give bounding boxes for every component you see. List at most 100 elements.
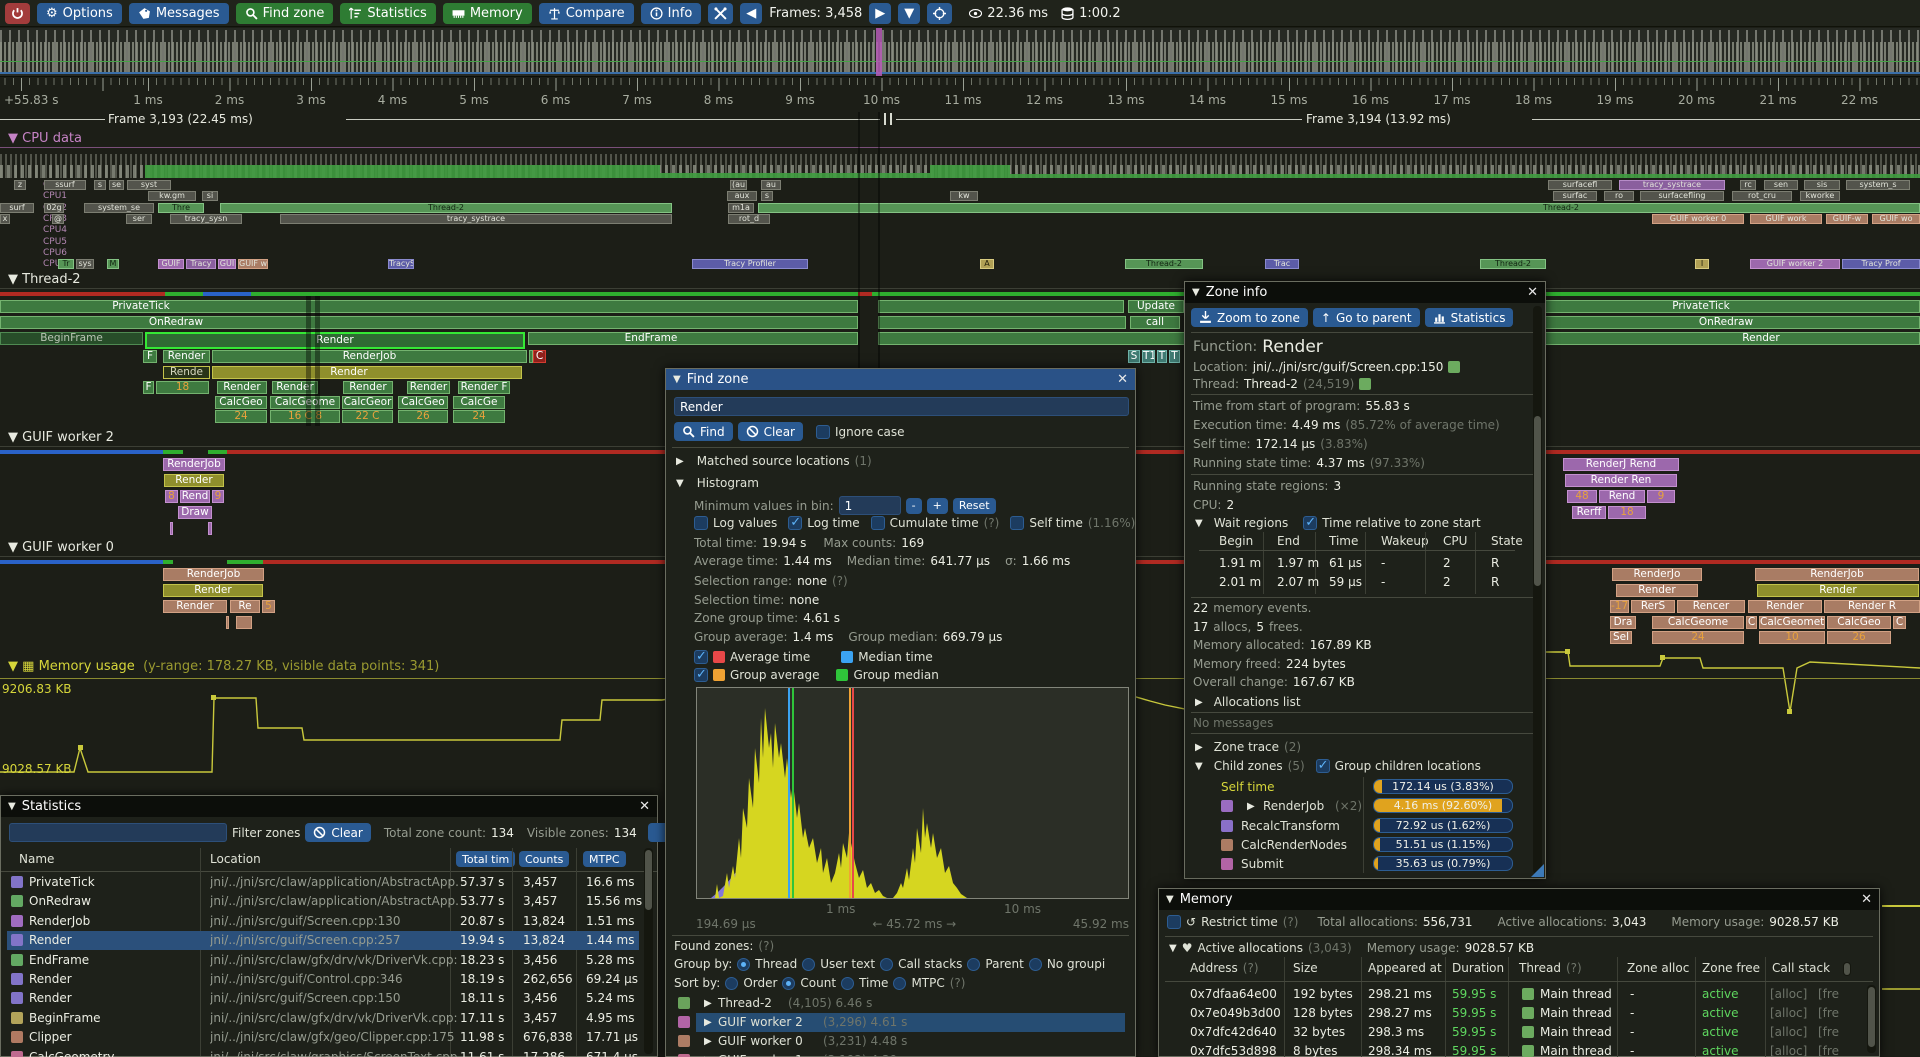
cpu-zone[interactable]: surf — [0, 202, 34, 213]
info-button[interactable]: Info — [640, 2, 702, 24]
find-zone-histogram[interactable] — [696, 687, 1129, 899]
sort-by-radio-count[interactable] — [782, 976, 796, 990]
zone[interactable]: Render F — [458, 381, 510, 394]
compare-button[interactable]: Compare — [538, 2, 634, 24]
statistics-row[interactable]: OnRedraw jni/../jni/src/claw/application/… — [1, 892, 657, 911]
found-zone-group[interactable]: ▶ Thread-2 (4,105) 6.46 s — [666, 994, 1135, 1013]
expand-icon[interactable]: ▶ — [704, 1036, 712, 1047]
zone[interactable]: 18 — [1608, 506, 1646, 519]
cpu-zone[interactable]: surfacefl — [1548, 180, 1612, 190]
zone[interactable]: 9 — [212, 490, 224, 503]
wait-col-cpu[interactable]: CPU — [1443, 534, 1468, 548]
cpu-zone[interactable]: surfacefling — [1640, 191, 1724, 202]
zone[interactable]: 48 — [1567, 490, 1597, 503]
collapse-icon[interactable]: ▼ — [1192, 287, 1200, 298]
cpu-zone[interactable]: ser — [126, 213, 152, 224]
zone[interactable]: OnRedraw — [0, 316, 858, 329]
zone[interactable]: Render — [163, 350, 210, 363]
thread-header-thread-2[interactable]: ▼ Thread-2 — [8, 272, 81, 287]
zone[interactable]: Render R — [1824, 600, 1920, 613]
statistics-titlebar[interactable]: ▼ Statistics ✕ — [1, 796, 657, 817]
cpu-zone[interactable]: rot_cru — [1732, 191, 1792, 202]
zone[interactable]: Render — [343, 381, 393, 394]
memory-scrollbar[interactable] — [1867, 985, 1876, 1053]
zone[interactable]: Render — [1748, 600, 1822, 613]
close-icon[interactable]: ✕ — [639, 799, 650, 814]
messages-button[interactable]: Messages — [128, 2, 229, 24]
zone[interactable]: CalcGeomet — [1759, 616, 1825, 629]
cpu-zone[interactable]: M — [107, 259, 119, 270]
collapse-icon[interactable]: ▼ — [1195, 517, 1203, 529]
collapse-icon[interactable]: ▼ — [8, 801, 16, 812]
statistics-scrollbar[interactable] — [644, 848, 653, 1054]
zone[interactable] — [878, 316, 1126, 329]
zone[interactable]: Render — [272, 381, 318, 394]
cpu-data-header[interactable]: ▼ CPU data — [8, 131, 82, 146]
statistics-row[interactable]: Render jni/../jni/src/guif/Screen.cpp:257… — [7, 931, 639, 951]
prev-frame-button[interactable]: ◀ — [740, 2, 763, 24]
zone[interactable]: call — [1130, 316, 1180, 329]
statistics-row[interactable]: PrivateTick jni/../jni/src/claw/applicati… — [1, 873, 657, 892]
zone[interactable]: Render — [145, 332, 525, 349]
group-children-checkbox[interactable] — [1315, 758, 1330, 773]
zone[interactable]: C — [1746, 616, 1757, 629]
expand-icon[interactable]: ▶ — [1247, 801, 1255, 813]
child-zone-row[interactable]: Submit 35.63 us (0.79%) — [1185, 855, 1545, 874]
zone[interactable]: Draw — [178, 506, 212, 519]
zoom-to-zone-button[interactable]: Zoom to zone — [1191, 308, 1308, 327]
col-name[interactable]: Name — [19, 852, 55, 866]
expand-icon[interactable]: ▶ — [676, 455, 684, 467]
cpu-zone[interactable]: Thread-2 — [1125, 259, 1203, 270]
cpu-zone[interactable]: GUIF wo — [1872, 213, 1920, 224]
found-zone-group[interactable]: ▶ GUIF worker 2 (3,296) 4.61 s — [678, 1013, 1125, 1032]
cpu-zone[interactable]: I — [1695, 259, 1709, 270]
zone[interactable]: S — [1128, 350, 1140, 363]
cpu-zone[interactable]: syst — [127, 180, 171, 190]
col-zone-alloc[interactable]: Zone alloc — [1627, 961, 1690, 975]
cpu-zone[interactable]: s — [761, 191, 773, 202]
memory-usage-header[interactable]: ▼ ▦ Memory usage (y-range: 178.27 KB, vi… — [8, 659, 440, 674]
collapse-icon[interactable]: ▼ — [673, 374, 681, 385]
cpu-zone[interactable]: GUIF work — [1750, 213, 1822, 224]
zone-location[interactable]: jni/../jni/src/guif/Screen.cpp:150 — [1252, 360, 1444, 374]
power-button[interactable] — [5, 2, 30, 24]
zone[interactable]: Rend — [1599, 490, 1645, 503]
cpu-zone[interactable]: Thread-2 — [1480, 259, 1546, 270]
cpu-zone[interactable]: kw — [950, 191, 978, 202]
cpu-zone[interactable]: sys — [76, 259, 94, 270]
zone[interactable] — [236, 616, 252, 629]
cpu-zone[interactable]: x — [0, 213, 10, 224]
child-zone-row[interactable]: RecalcTransform 72.92 us (1.62%) — [1185, 817, 1545, 836]
sort-by-radio-mtpc[interactable] — [893, 976, 907, 990]
zone[interactable]: Sel — [1610, 631, 1632, 644]
expand-icon[interactable]: ▶ — [1195, 741, 1203, 753]
zone[interactable]: C — [533, 350, 546, 363]
cpu-zone[interactable]: (au — [730, 180, 747, 190]
zone[interactable]: RenderJo — [1612, 568, 1702, 581]
zone[interactable] — [878, 300, 1124, 313]
relative-time-checkbox[interactable] — [1303, 515, 1318, 530]
zone[interactable]: CalcGeome — [270, 396, 340, 409]
child-zones-section[interactable]: Child zones — [1213, 759, 1283, 773]
col-address[interactable]: Address — [1190, 961, 1238, 975]
zone[interactable]: CalcGeor — [342, 396, 393, 409]
statistics-row[interactable]: EndFrame jni/../jni/src/claw/gfx/drv/vk/D… — [1, 951, 657, 970]
zone[interactable]: 9 — [1647, 490, 1675, 503]
min-bin-input[interactable]: 1 — [838, 496, 901, 515]
zone[interactable]: 24 — [453, 410, 505, 423]
cpu-zone[interactable]: system_s — [1846, 180, 1910, 190]
sort-by-radio-order[interactable] — [725, 976, 739, 990]
cpu-zone[interactable]: GUIF-w — [1826, 213, 1868, 224]
col-duration[interactable]: Duration — [1452, 961, 1505, 975]
cpu-zone[interactable]: si — [202, 191, 218, 202]
cpu-zone[interactable]: surfac — [1553, 191, 1597, 202]
cpu-zone[interactable]: Thread-2 — [758, 202, 1920, 213]
zone[interactable]: Rencer — [1677, 600, 1745, 613]
zone[interactable]: Render — [1616, 584, 1698, 597]
col-zone-free[interactable]: Zone free — [1702, 961, 1761, 975]
statistics-row[interactable]: BeginFrame jni/../jni/src/claw/gfx/drv/vk… — [1, 1009, 657, 1028]
zone[interactable] — [208, 522, 212, 535]
zone[interactable]: Render — [164, 474, 224, 487]
cpu-zone[interactable]: sen — [1764, 180, 1798, 190]
col-appeared[interactable]: Appeared at — [1368, 961, 1442, 975]
